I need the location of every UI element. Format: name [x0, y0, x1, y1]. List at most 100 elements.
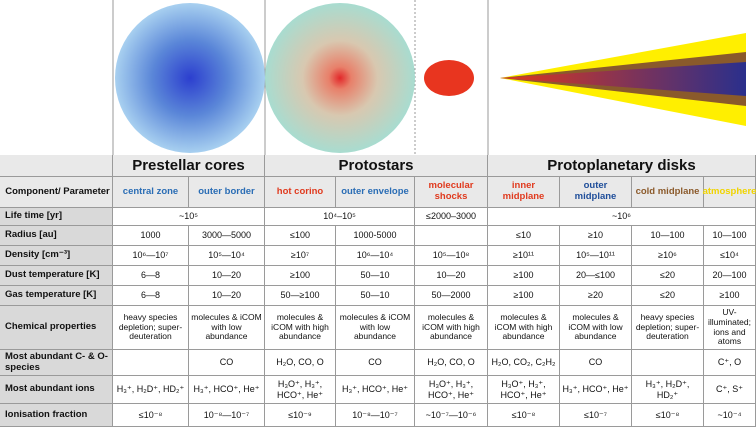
row-label: Most abundant ions — [0, 376, 113, 404]
group-header: Protoplanetary disks — [488, 155, 756, 177]
column-header: cold midplane — [632, 177, 704, 208]
row-label: Chemical properties — [0, 306, 113, 350]
corner — [0, 155, 113, 177]
cell: 3000—5000 — [189, 226, 265, 246]
cell: molecules & iCOM with high abundance — [415, 306, 488, 350]
row-label: Density [cm⁻³] — [0, 246, 113, 266]
cell: 50—10 — [336, 266, 415, 286]
cell: 20—≤100 — [560, 266, 632, 286]
cell: ≤100 — [265, 226, 336, 246]
cell: 10⁶—10⁴ — [336, 246, 415, 266]
cell: 10⁻⁸—10⁻⁷ — [336, 404, 415, 427]
cell: ≥10⁶ — [632, 246, 704, 266]
row-label: Dust temperature [K] — [0, 266, 113, 286]
cell: ≤10⁴ — [704, 246, 756, 266]
cell: molecules & iCOM with low abundance — [189, 306, 265, 350]
cell: ≥10 — [560, 226, 632, 246]
cell: ≤20 — [632, 286, 704, 306]
cell: ~10⁵ — [113, 208, 265, 226]
column-header: central zone — [113, 177, 189, 208]
cell: C⁺, S⁺ — [704, 376, 756, 404]
cell: ≥10¹¹ — [488, 246, 560, 266]
cell: ≥10⁷ — [265, 246, 336, 266]
cell: 20—100 — [704, 266, 756, 286]
cell: 10—20 — [189, 286, 265, 306]
cell: H₃O⁺, H₃⁺, HCO⁺, He⁺ — [415, 376, 488, 404]
row-label: Ionisation fraction — [0, 404, 113, 427]
column-header: hot corino — [265, 177, 336, 208]
cell: H₃⁺, HCO⁺, He⁺ — [336, 376, 415, 404]
protostar — [265, 3, 415, 153]
cell: heavy species depletion; super-deuterati… — [113, 306, 189, 350]
cell: H₃O⁺, H₃⁺, HCO⁺, He⁺ — [265, 376, 336, 404]
cell: ≥100 — [265, 266, 336, 286]
column-header: molecular shocks — [415, 177, 488, 208]
row-label: Life time [yr] — [0, 208, 113, 226]
cell: ≥100 — [488, 286, 560, 306]
cell: H₃⁺, HCO⁺, He⁺ — [560, 376, 632, 404]
cell: ≤10⁻⁸ — [488, 404, 560, 427]
cell: ≤10⁻⁹ — [265, 404, 336, 427]
column-header: outer border — [189, 177, 265, 208]
cell: heavy species depletion; super-deuterati… — [632, 306, 704, 350]
cell: 10⁴–10⁵ — [265, 208, 415, 226]
shock — [424, 60, 474, 96]
group-header: Prestellar cores — [113, 155, 265, 177]
cell: ≤10⁻⁷ — [560, 404, 632, 427]
column-header: outer envelope — [336, 177, 415, 208]
row-label: Radius [au] — [0, 226, 113, 246]
cell: molecules & iCOM with high abundance — [265, 306, 336, 350]
cell: 10⁵—10⁸ — [415, 246, 488, 266]
cell: 1000 — [113, 226, 189, 246]
cell: 10⁵—10⁴ — [189, 246, 265, 266]
cell: molecules & iCOM with low abundance — [336, 306, 415, 350]
cell: 50—2000 — [415, 286, 488, 306]
cell: ≥100 — [704, 286, 756, 306]
cell: ≥20 — [560, 286, 632, 306]
cell: 10—20 — [415, 266, 488, 286]
cell: ~10⁶ — [488, 208, 756, 226]
cell: 50—≥100 — [265, 286, 336, 306]
cell: ≤10⁻⁸ — [113, 404, 189, 427]
cell: 10—20 — [189, 266, 265, 286]
cell: ≥100 — [488, 266, 560, 286]
cell: CO — [560, 350, 632, 376]
cell: C⁺, O — [704, 350, 756, 376]
cell: H₂O, CO, O — [265, 350, 336, 376]
cell: ≤10 — [488, 226, 560, 246]
cell: H₂O, CO₂, C₂H₂ — [488, 350, 560, 376]
row-label: Gas temperature [K] — [0, 286, 113, 306]
cell: 10⁵—10¹¹ — [560, 246, 632, 266]
cell: 10—100 — [704, 226, 756, 246]
cell: molecules & iCOM with low abundance — [560, 306, 632, 350]
cell — [632, 350, 704, 376]
cell — [113, 350, 189, 376]
cell: ~10⁻⁴ — [704, 404, 756, 427]
cell: 6—8 — [113, 266, 189, 286]
column-header: atmosphere — [703, 177, 756, 208]
cell: H₃⁺, HCO⁺, He⁺ — [189, 376, 265, 404]
cell: 10⁶—10⁷ — [113, 246, 189, 266]
cell: H₃⁺, H₂D⁺, HD₂⁺ — [632, 376, 704, 404]
cell: 10—100 — [632, 226, 704, 246]
cell: 1000-5000 — [336, 226, 415, 246]
column-header: outer midplane — [560, 177, 632, 208]
cell: 50—10 — [336, 286, 415, 306]
cell: molecules & iCOM with high abundance — [488, 306, 560, 350]
cell: ≤10⁻⁸ — [632, 404, 704, 427]
cell: CO — [189, 350, 265, 376]
prestellar-core — [115, 3, 265, 153]
row-label: Most abundant C- & O- species — [0, 350, 113, 376]
component-header: Component/ Parameter — [0, 177, 113, 208]
illustrations — [112, 0, 746, 155]
cell: CO — [336, 350, 415, 376]
cell: ≤2000–3000 — [415, 208, 488, 226]
group-header: Protostars — [265, 155, 488, 177]
cell: 6—8 — [113, 286, 189, 306]
column-header: inner midplane — [488, 177, 560, 208]
cell — [415, 226, 488, 246]
cell: H₃⁺, H₂D⁺, HD₂⁺ — [113, 376, 189, 404]
cell: ≤20 — [632, 266, 704, 286]
cell: UV-illuminated; ions and atoms — [704, 306, 756, 350]
